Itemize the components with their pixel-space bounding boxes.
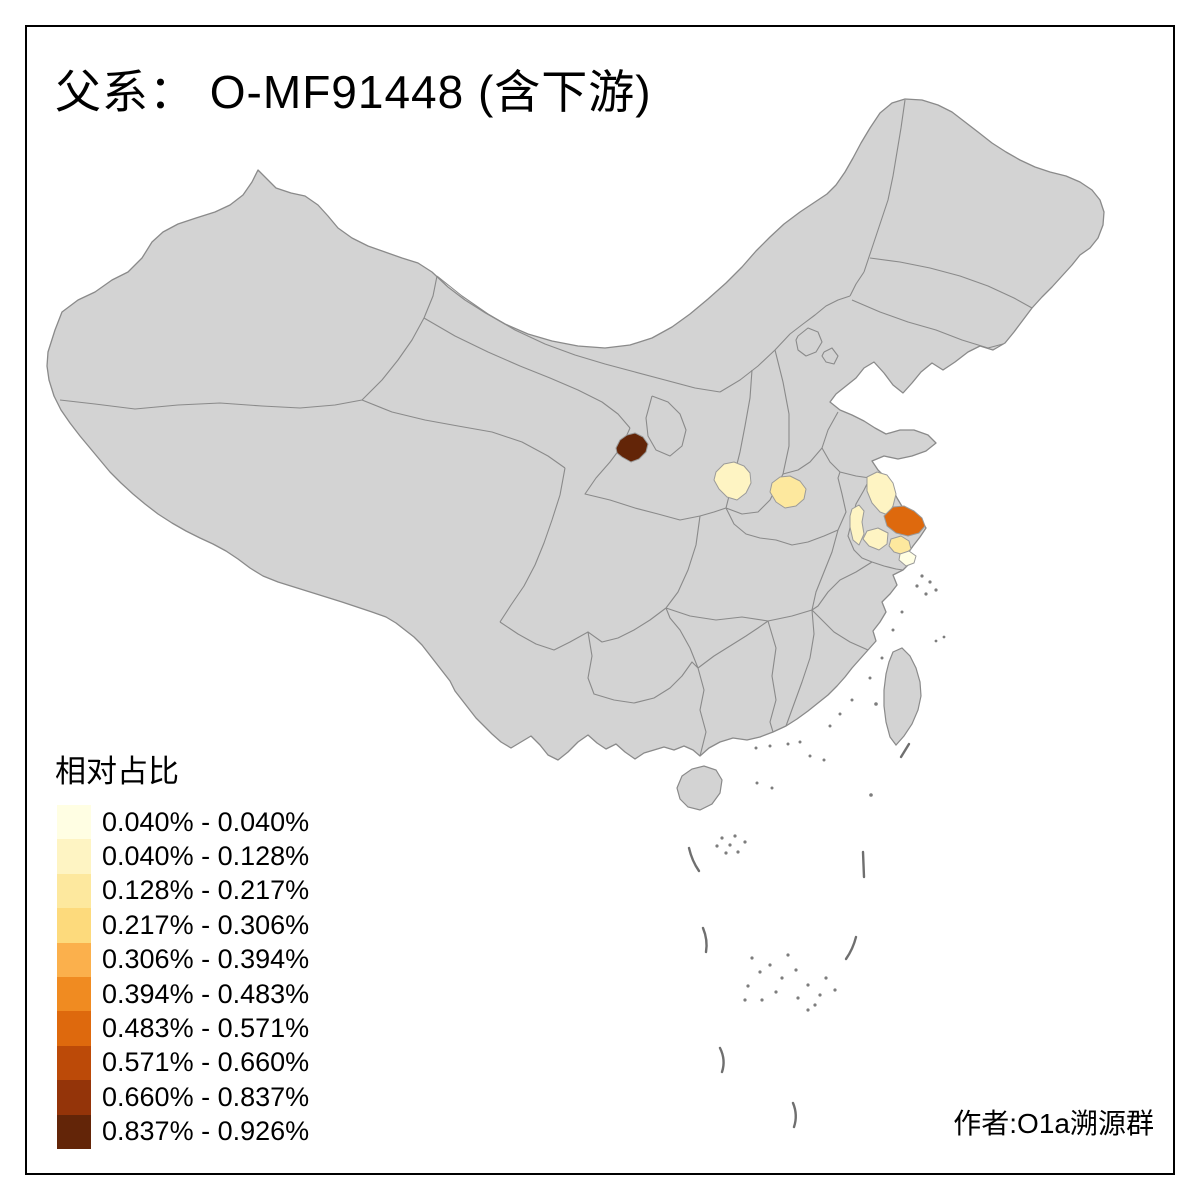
legend-swatch (57, 1114, 91, 1149)
legend: 相对占比 0.040% - 0.040% 0.040% - 0.128% 0.1… (55, 746, 309, 1149)
legend-item-label: 0.306% - 0.394% (102, 944, 310, 975)
legend-swatch (57, 873, 91, 909)
region-shanghai-area (898, 550, 917, 567)
legend-item-label: 0.394% - 0.483% (102, 978, 310, 1009)
legend-swatch (57, 839, 91, 874)
legend-item: 0.040% - 0.040% (57, 805, 310, 840)
legend-item-label: 0.040% - 0.040% (102, 806, 310, 837)
region-anhui-east-strip (849, 504, 865, 546)
legend-item: 0.571% - 0.660% (57, 1045, 310, 1081)
province-boundaries (59, 99, 1033, 757)
region-gansu-lanzhou-area (615, 432, 649, 463)
legend-item: 0.306% - 0.394% (57, 942, 310, 977)
taiwan-island (883, 647, 922, 746)
legend-swatch (57, 908, 91, 943)
legend-swatch (57, 805, 91, 840)
hainan-island (676, 765, 723, 811)
legend-rows: 0.040% - 0.040% 0.040% - 0.128% 0.128% -… (57, 805, 309, 1149)
legend-item: 0.660% - 0.837% (57, 1080, 310, 1115)
legend-item-label: 0.660% - 0.837% (102, 1081, 310, 1112)
legend-item-label: 0.217% - 0.306% (102, 909, 310, 940)
region-henan-central-area (769, 475, 807, 509)
region-jiangsu-central-area (883, 505, 926, 537)
legend-item: 0.837% - 0.926% (57, 1114, 310, 1149)
legend-title: 相对占比 (55, 754, 179, 789)
legend-item: 0.394% - 0.483% (57, 976, 310, 1012)
legend-item-label: 0.128% - 0.217% (102, 875, 310, 906)
legend-item: 0.128% - 0.217% (57, 873, 310, 909)
legend-swatch (57, 1011, 91, 1046)
legend-item: 0.217% - 0.306% (57, 908, 310, 943)
legend-item-label: 0.483% - 0.571% (102, 1013, 310, 1044)
page-title: 父系： O-MF91448 (含下游) (55, 66, 652, 118)
sea-dash-lines (687, 742, 911, 1129)
region-jiangsu-north-area (866, 471, 897, 516)
legend-item-label: 0.571% - 0.660% (102, 1047, 310, 1078)
china-outline (46, 98, 1105, 761)
small-islands (715, 574, 946, 1012)
region-shanxi-south-area (713, 461, 752, 501)
author-credit: 作者:O1a溯源群 (953, 1108, 1154, 1139)
legend-swatch (57, 976, 91, 1012)
legend-item-label: 0.837% - 0.926% (102, 1116, 310, 1147)
legend-swatch (57, 1045, 91, 1081)
legend-swatch (57, 1080, 91, 1115)
colored-regions (615, 432, 926, 567)
legend-swatch (57, 942, 91, 977)
region-jiangsu-south-area (862, 527, 889, 551)
legend-item: 0.483% - 0.571% (57, 1011, 310, 1046)
legend-item-label: 0.040% - 0.128% (102, 841, 310, 872)
legend-item: 0.040% - 0.128% (57, 839, 310, 874)
mainland-landmass (46, 98, 1105, 811)
